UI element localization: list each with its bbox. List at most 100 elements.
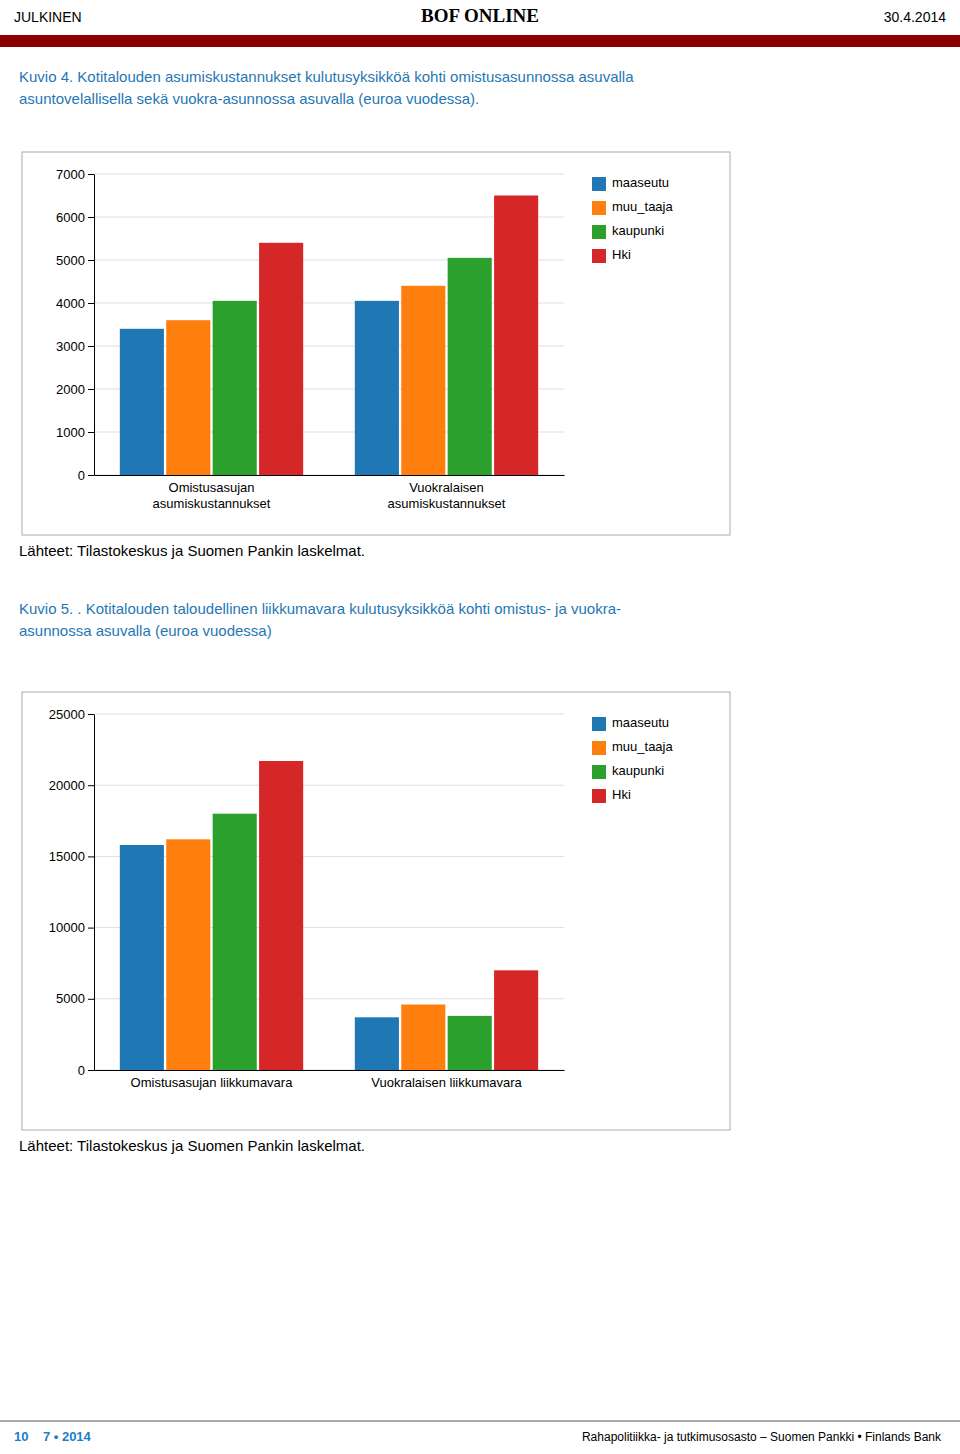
- legend-label: muu_taaja: [612, 739, 673, 754]
- header-center: BOF ONLINE: [421, 5, 539, 26]
- y-tick-label: 5000: [56, 253, 85, 268]
- grid-line: [94, 475, 564, 476]
- x-axis: Omistusasujanasumiskustannukset Vuokralai…: [95, 475, 565, 511]
- x-axis-line: [95, 475, 565, 476]
- grid-line: [94, 785, 564, 786]
- legend: maaseutumuu_taajakaupunkiHki: [592, 715, 673, 803]
- y-tick-label: 7000: [56, 167, 85, 182]
- y-tick: 7000: [56, 167, 94, 182]
- grid-line: [94, 217, 564, 218]
- grid-line: [94, 1070, 564, 1071]
- y-tick: 4000: [56, 296, 94, 311]
- y-axis: 0 1000 2000 3000 4000 5000 6000 7000: [56, 167, 94, 483]
- y-tick-label: 0: [78, 1063, 85, 1078]
- y-tick: 15000: [49, 849, 94, 864]
- grid-line: [94, 260, 564, 261]
- grid-line: [94, 856, 564, 857]
- grid-line: [94, 174, 564, 175]
- header-bg: [0, 0, 960, 35]
- y-tick-mark: [88, 174, 94, 175]
- y-tick-label: 4000: [56, 296, 85, 311]
- y-tick: 25000: [49, 707, 94, 722]
- legend-item: Hki: [592, 247, 631, 263]
- bars: [120, 196, 538, 476]
- chart-title: Kuvio 5. . Kotitalouden taloudellinen li…: [19, 600, 621, 639]
- legend-label: Hki: [612, 247, 631, 262]
- y-axis-line: [94, 715, 95, 1071]
- y-axis: 0 5000 10000 15000 20000 25000: [49, 707, 95, 1078]
- bar: [448, 258, 492, 475]
- y-tick-mark: [88, 856, 94, 857]
- legend-item: maaseutu: [592, 715, 669, 731]
- grid-line: [94, 998, 564, 999]
- bar: [213, 301, 257, 475]
- legend-swatch: [592, 789, 606, 803]
- y-tick: 0: [78, 1063, 94, 1078]
- legend-label: maaseutu: [612, 715, 669, 730]
- footer-left: 10 7 • 2014: [14, 1429, 92, 1444]
- y-tick-label: 6000: [56, 210, 85, 225]
- header-right: 30.4.2014: [884, 9, 946, 25]
- x-tick-label: Vuokralaisen liikkumavara: [371, 1075, 522, 1090]
- grid: [94, 714, 564, 1070]
- y-tick-label: 1000: [56, 425, 85, 440]
- annotation: Lähteet: Tilastokeskus ja Suomen Pankin …: [19, 1137, 365, 1154]
- chart-box: [22, 152, 730, 535]
- y-tick: 5000: [56, 253, 94, 268]
- bar: [494, 196, 538, 476]
- header-bar: [0, 35, 960, 47]
- y-tick-label: 25000: [49, 707, 85, 722]
- annotation: Lähteet: Tilastokeskus ja Suomen Pankin …: [19, 542, 365, 559]
- legend-label: kaupunki: [612, 223, 664, 238]
- x-tick: Vuokralaisenasumiskustannukset: [388, 475, 506, 511]
- x-axis: Omistusasujan liikkumavara Vuokralaisen l…: [95, 1070, 565, 1090]
- x-tick: Vuokralaisen liikkumavara: [371, 1070, 522, 1090]
- bar: [355, 301, 399, 475]
- grid: [94, 174, 564, 475]
- footer-line: [0, 1420, 960, 1422]
- y-tick-mark: [88, 928, 94, 929]
- y-tick: 20000: [49, 778, 94, 793]
- x-tick-label: Omistusasujan liikkumavara: [131, 1075, 294, 1090]
- grid-line: [94, 346, 564, 347]
- grid-line: [94, 714, 564, 715]
- legend-item: muu_taaja: [592, 199, 673, 215]
- y-tick-mark: [88, 1070, 94, 1071]
- legend-swatch: [592, 225, 606, 239]
- legend-swatch: [592, 177, 606, 191]
- y-tick-mark: [88, 260, 94, 261]
- legend-swatch: [592, 741, 606, 755]
- legend-item: muu_taaja: [592, 739, 673, 755]
- bar: [355, 1017, 399, 1070]
- legend-label: Hki: [612, 787, 631, 802]
- y-tick-label: 15000: [49, 849, 85, 864]
- bar: [448, 1016, 492, 1070]
- legend-label: maaseutu: [612, 175, 669, 190]
- y-tick-label: 0: [78, 468, 85, 483]
- chart-box: [22, 692, 730, 1130]
- y-tick-label: 2000: [56, 382, 85, 397]
- y-tick: 1000: [56, 425, 94, 440]
- y-tick-label: 10000: [49, 920, 85, 935]
- x-tick-label: Vuokralaisenasumiskustannukset: [388, 480, 506, 511]
- grid-line: [94, 432, 564, 433]
- grid-line: [94, 389, 564, 390]
- y-tick-mark: [88, 346, 94, 347]
- y-tick-mark: [88, 432, 94, 433]
- y-tick: 3000: [56, 339, 94, 354]
- header-left: JULKINEN: [14, 9, 82, 25]
- page: JULKINEN BOF ONLINE 30.4.2014 10 7 • 2014 Ra…: [0, 0, 960, 1454]
- legend-swatch: [592, 201, 606, 215]
- chart: Kuvio 4. Kotitalouden asumiskustannukset…: [19, 68, 730, 559]
- bar: [166, 320, 210, 475]
- y-tick-label: 3000: [56, 339, 85, 354]
- legend-item: Hki: [592, 787, 631, 803]
- x-tick-label: Omistusasujanasumiskustannukset: [153, 480, 271, 511]
- y-tick: 0: [78, 468, 94, 483]
- y-tick: 5000: [56, 991, 94, 1006]
- x-axis-line: [95, 1070, 565, 1071]
- bar: [494, 970, 538, 1070]
- footer-right: Rahapolitiikka- ja tutkimusosasto – Suom…: [582, 1430, 942, 1444]
- legend-swatch: [592, 765, 606, 779]
- y-tick-mark: [88, 785, 94, 786]
